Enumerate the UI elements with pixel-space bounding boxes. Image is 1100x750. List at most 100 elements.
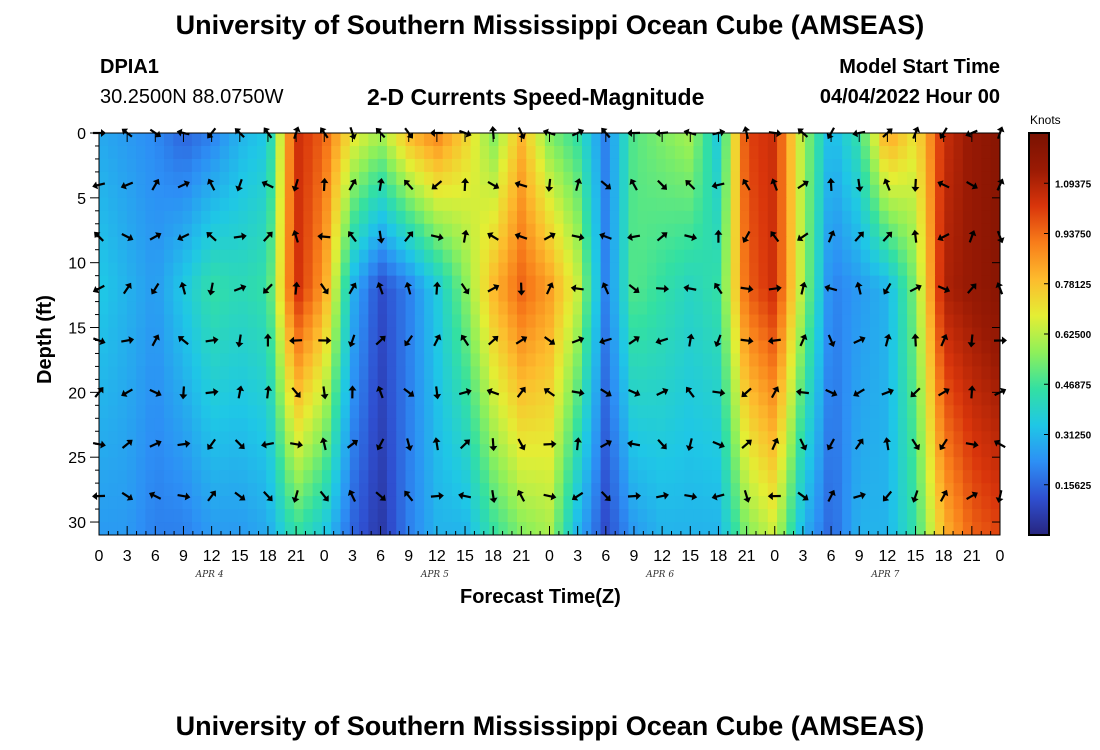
heatmap-cell [637,275,648,290]
current-arrow [291,490,300,503]
heatmap-cell [925,431,936,445]
current-arrow [487,180,500,190]
heatmap-cell [516,158,527,173]
heatmap-cell [758,327,769,342]
heatmap-cell [377,145,388,160]
heatmap-cell [154,301,165,316]
heatmap-cell [516,314,527,329]
heatmap-cell [349,470,360,484]
heatmap-cell [665,314,676,329]
heatmap-cell [888,210,899,225]
heatmap-cell [164,522,174,535]
heatmap-cell [972,444,983,458]
heatmap-cell [814,392,825,406]
heatmap-cell [451,210,462,225]
heatmap-cell [962,145,973,160]
heatmap-cell [814,431,825,445]
heatmap-cell [888,379,899,393]
heatmap-cell [256,509,267,523]
current-arrow [347,334,356,348]
heatmap-cell [684,366,695,380]
heatmap-cell [897,405,908,419]
heatmap-cell [154,236,165,251]
heatmap-cell [777,158,787,173]
heatmap-cell [340,379,351,393]
heatmap-cell [368,392,379,406]
heatmap-cell [981,457,992,471]
heatmap-cell [823,431,834,445]
heatmap-cell [433,470,444,484]
heatmap-cell [479,366,490,380]
heatmap-cell [312,496,323,510]
heatmap-cell [516,457,527,471]
heatmap-cell [804,366,815,380]
heatmap-cell [470,340,481,355]
heatmap-cell [117,340,128,355]
heatmap-cell [832,405,843,419]
heatmap-cell [600,353,611,368]
heatmap-cell [340,288,351,303]
heatmap-cell [582,301,592,316]
heatmap-cell [210,133,221,147]
heatmap-cell [869,431,880,445]
heatmap-cell [126,249,137,264]
heatmap-cell [294,509,304,523]
heatmap-cell [173,262,184,277]
heatmap-cell [507,379,518,393]
heatmap-cell [544,405,555,419]
heatmap-cell [962,522,973,535]
heatmap-cell [507,509,518,523]
heatmap-cell [804,210,815,225]
heatmap-cell [526,133,537,147]
heatmap-cell [470,496,481,510]
heatmap-cell [99,340,109,355]
heatmap-cell [712,405,722,419]
heatmap-cell [674,418,685,432]
heatmap-cell [674,340,685,355]
heatmap-cell [777,431,787,445]
heatmap-cell [925,223,936,238]
heatmap-cell [934,431,945,445]
heatmap-cell [869,522,880,535]
current-arrow [600,388,612,397]
heatmap-cell [907,275,917,290]
heatmap-cell [888,275,899,290]
heatmap-cell [591,483,602,497]
heatmap-cell [777,353,787,368]
heatmap-cell [349,483,360,497]
heatmap-cell [609,444,620,458]
heatmap-cell [832,444,843,458]
heatmap-cell [767,314,778,329]
x-tick-label: 0 [770,548,779,565]
heatmap-cell [201,392,212,406]
heatmap-cell [238,249,249,264]
heatmap-cell [842,509,852,523]
heatmap-cell [637,340,648,355]
heatmap-cell [451,133,462,147]
heatmap-cell [572,353,583,368]
heatmap-cell [730,301,741,316]
current-arrow [149,439,162,448]
heatmap-cell [396,133,407,147]
heatmap-cell [684,457,695,471]
heatmap-cell [702,210,713,225]
heatmap-cell [201,353,212,368]
heatmap-cell [182,418,193,432]
heatmap-cell [191,392,202,406]
heatmap-cell [117,171,128,186]
heatmap-cell [767,353,778,368]
current-arrow [911,490,919,503]
heatmap-cell [944,418,955,432]
heatmap-cell [674,522,685,535]
current-arrow [179,386,188,400]
heatmap-cell [368,197,379,212]
heatmap-cell [321,223,332,238]
heatmap-cell [303,431,314,445]
heatmap-cell [934,236,945,251]
heatmap-cell [396,405,407,419]
heatmap-cell [730,509,741,523]
heatmap-cell [972,457,983,471]
heatmap-cell [674,327,685,342]
heatmap-cell [294,158,304,173]
heatmap-cell [814,210,825,225]
